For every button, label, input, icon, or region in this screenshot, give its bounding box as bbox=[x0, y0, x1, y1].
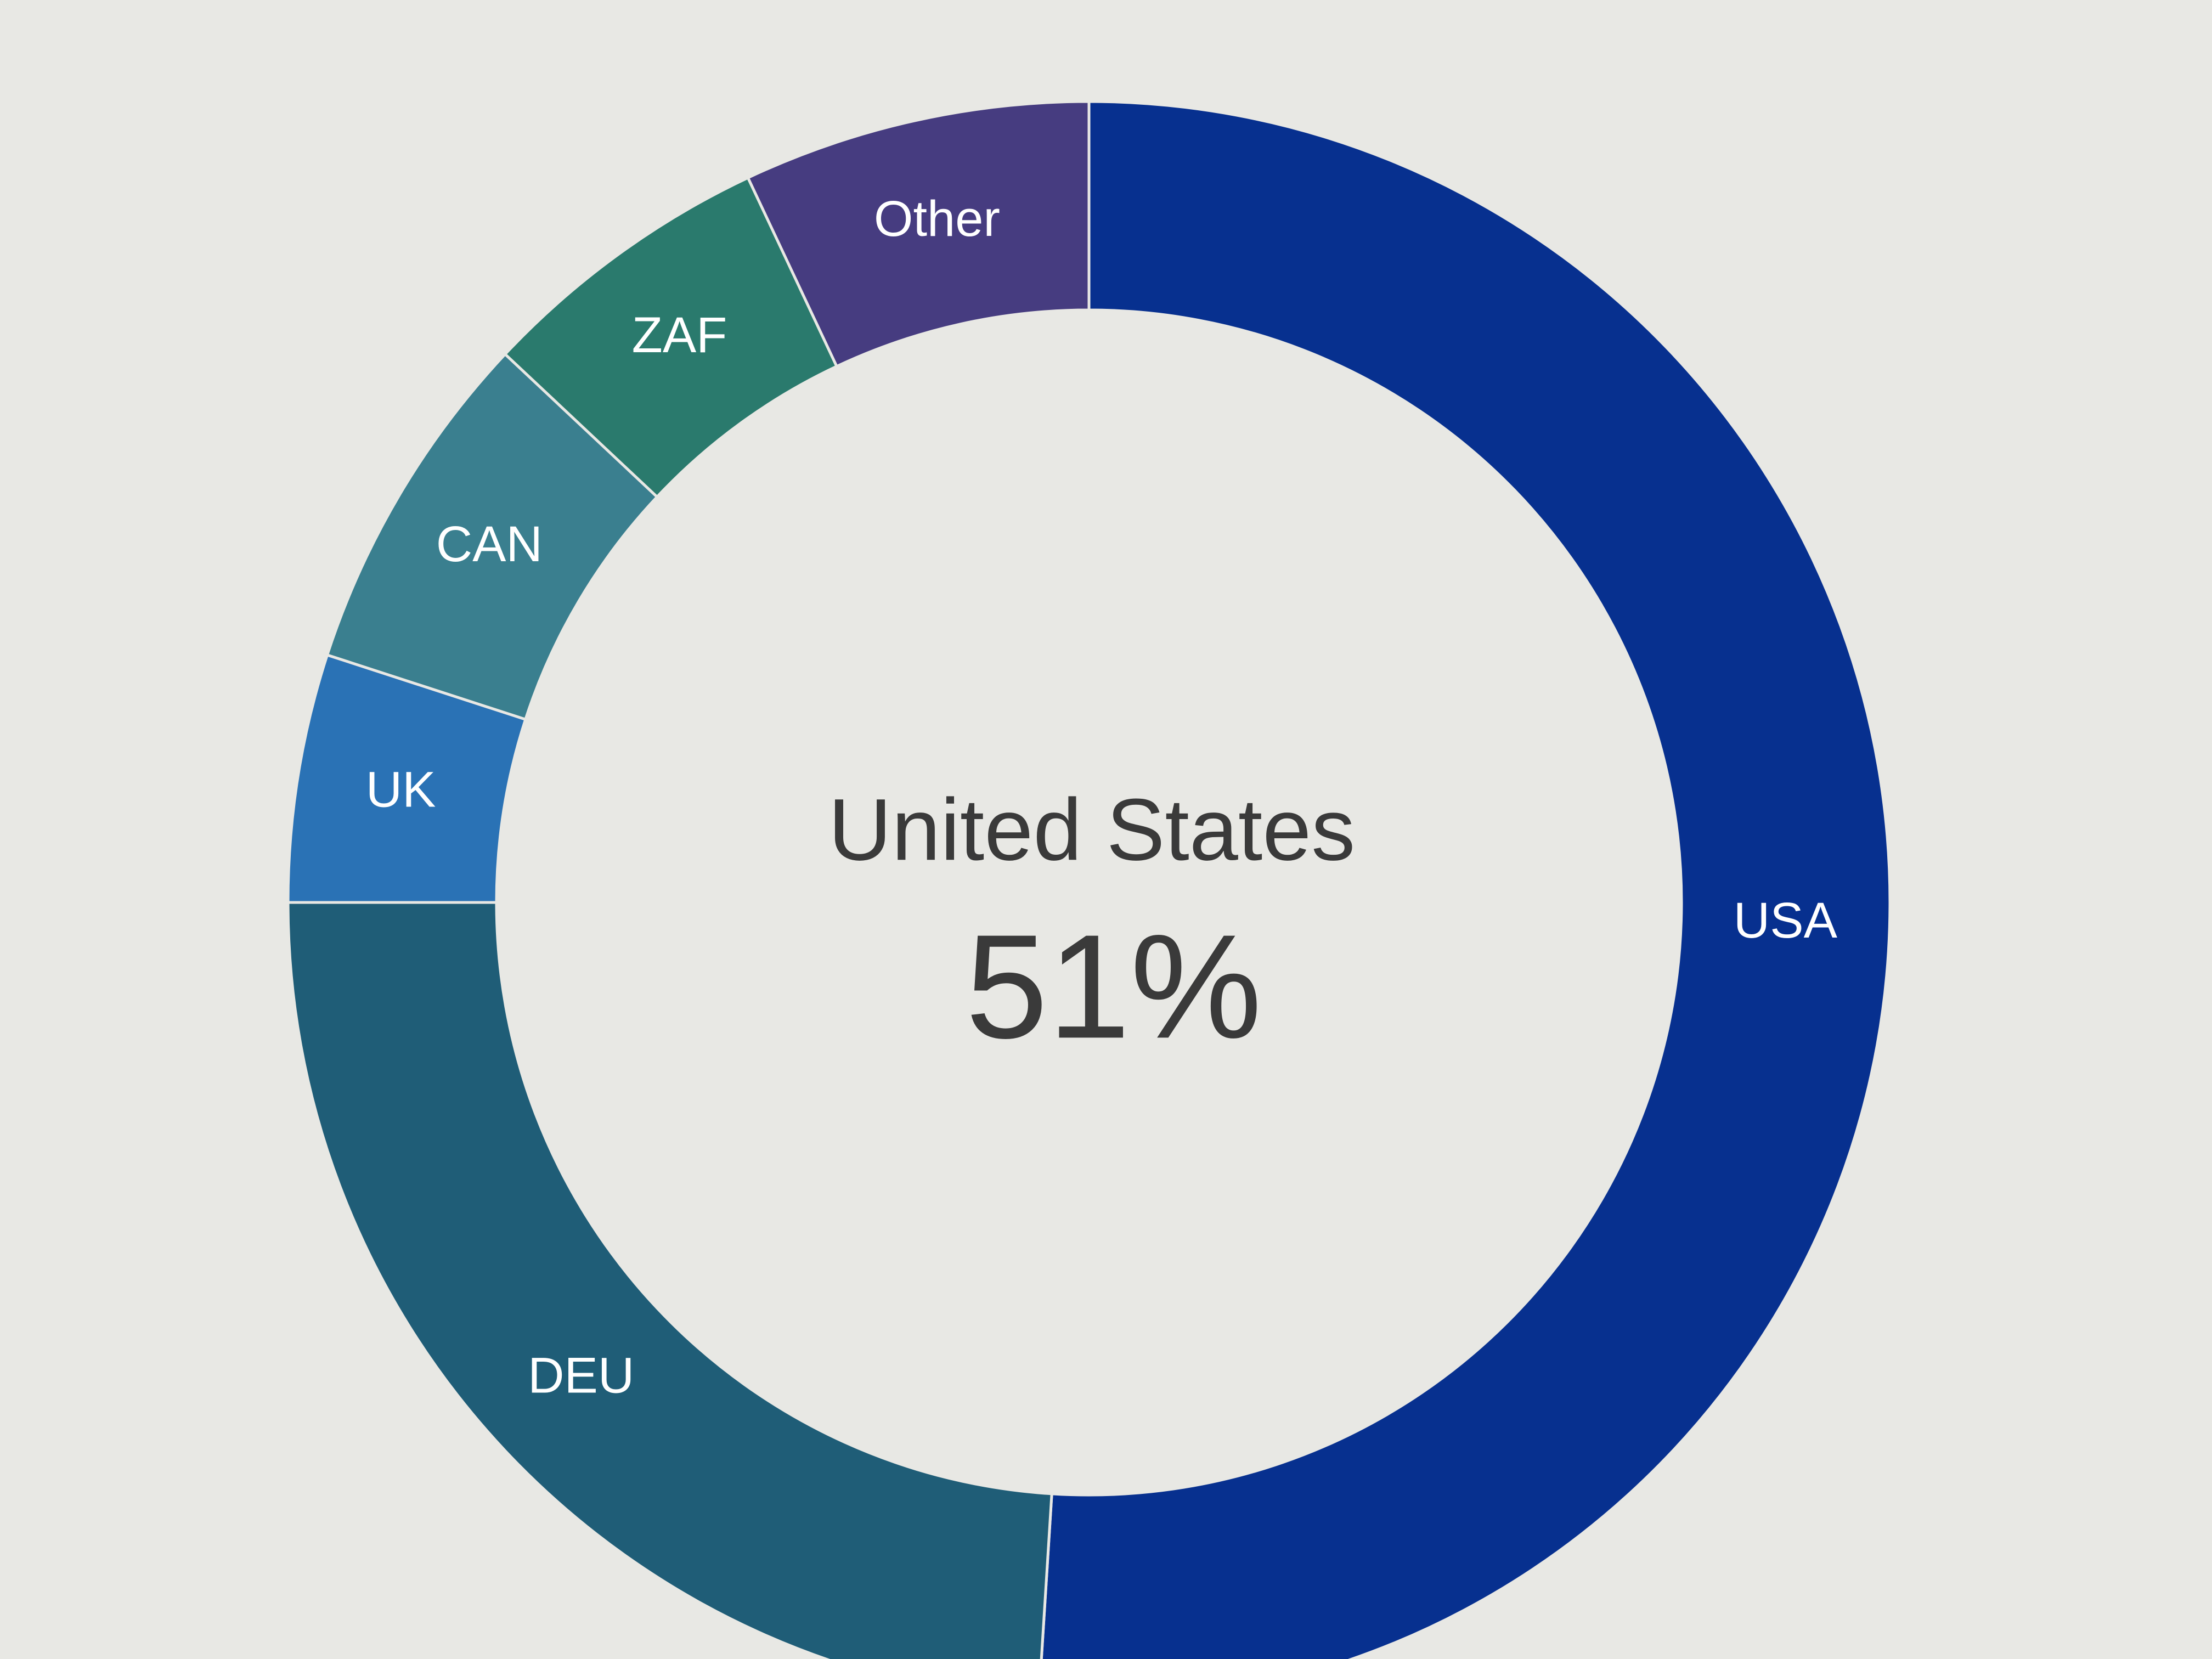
segment-label: CAN bbox=[436, 516, 543, 572]
donut-segment bbox=[1040, 100, 1892, 1659]
center-title: United States bbox=[828, 780, 1356, 878]
center-value: 51% bbox=[966, 904, 1262, 1069]
segment-label: DEU bbox=[528, 1348, 634, 1404]
segment-label: UK bbox=[366, 762, 436, 818]
donut-segment bbox=[286, 901, 1053, 1659]
segment-label: USA bbox=[1734, 893, 1838, 949]
donut-segment bbox=[746, 100, 1091, 369]
segment-label: ZAF bbox=[632, 307, 727, 363]
segment-label: Other bbox=[874, 191, 1000, 247]
